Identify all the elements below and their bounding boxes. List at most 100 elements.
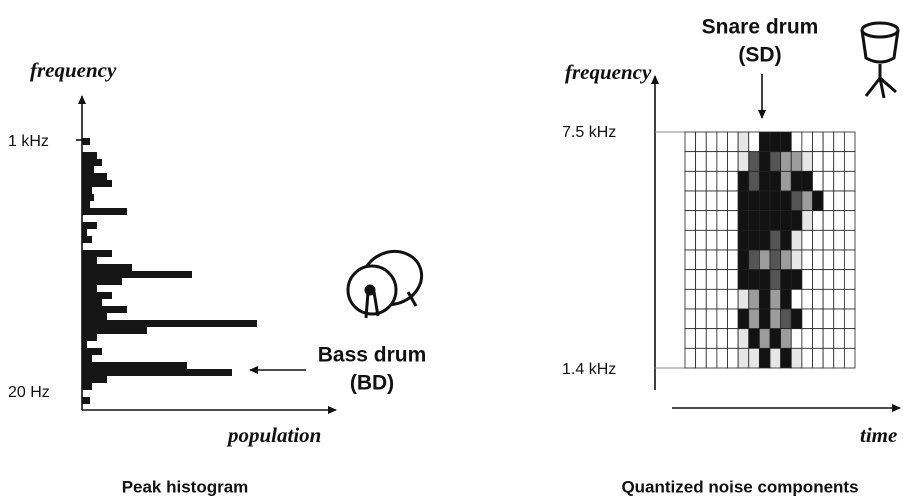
cell: [834, 348, 845, 368]
cell: [781, 230, 792, 250]
cell: [823, 171, 834, 191]
cell: [696, 171, 707, 191]
cell: [728, 309, 739, 329]
cell: [781, 329, 792, 349]
bar: [82, 271, 192, 278]
cell: [759, 348, 770, 368]
annotation: (SD): [738, 44, 781, 67]
cell: [791, 171, 802, 191]
bar: [82, 187, 92, 194]
cell: [813, 309, 824, 329]
cell: [802, 270, 813, 290]
cell: [706, 289, 717, 309]
cell: [813, 191, 824, 211]
cell: [781, 309, 792, 329]
bar: [82, 285, 97, 292]
bar: [82, 348, 102, 355]
cell: [823, 152, 834, 172]
cell: [770, 348, 781, 368]
cell: [749, 191, 760, 211]
cell: [706, 348, 717, 368]
cell: [844, 270, 855, 290]
bar: [82, 334, 97, 341]
tick-label: 1 kHz: [8, 133, 49, 150]
cell: [770, 329, 781, 349]
cell: [834, 211, 845, 231]
cell: [706, 270, 717, 290]
cell: [749, 329, 760, 349]
cell: [813, 171, 824, 191]
cell: [738, 270, 749, 290]
cell: [738, 171, 749, 191]
annotation: (BD): [350, 372, 394, 395]
cell: [844, 211, 855, 231]
x-label: time: [860, 423, 897, 447]
cell: [738, 309, 749, 329]
cell: [685, 329, 696, 349]
cell: [844, 171, 855, 191]
tick-label: 1.4 kHz: [562, 361, 616, 378]
cell: [759, 270, 770, 290]
bar: [82, 313, 107, 320]
cell: [759, 211, 770, 231]
cell: [802, 309, 813, 329]
cell: [770, 132, 781, 152]
cell: [791, 250, 802, 270]
cell: [834, 289, 845, 309]
cell: [781, 289, 792, 309]
bar: [82, 376, 107, 383]
cell: [717, 211, 728, 231]
cell: [770, 152, 781, 172]
cell: [728, 329, 739, 349]
cell: [717, 329, 728, 349]
cell: [770, 250, 781, 270]
cell: [759, 309, 770, 329]
bar: [82, 208, 127, 215]
tick-label: 7.5 kHz: [562, 124, 616, 141]
cell: [738, 132, 749, 152]
caption: Peak histogram: [122, 477, 249, 496]
bar: [82, 194, 94, 201]
bar: [82, 278, 122, 285]
cell: [823, 348, 834, 368]
cell: [834, 309, 845, 329]
tick-label: 20 Hz: [8, 384, 50, 401]
cell: [791, 309, 802, 329]
cell: [728, 230, 739, 250]
cell: [759, 289, 770, 309]
bar: [82, 306, 127, 313]
annotation: Bass drum: [318, 344, 427, 367]
histogram: [82, 138, 257, 404]
x-label: population: [226, 423, 321, 447]
bar: [82, 166, 94, 173]
cell: [770, 230, 781, 250]
cell: [834, 329, 845, 349]
cell: [696, 329, 707, 349]
cell: [834, 152, 845, 172]
cell: [834, 270, 845, 290]
cell: [738, 329, 749, 349]
cell: [685, 230, 696, 250]
cell: [813, 132, 824, 152]
bar: [82, 341, 87, 348]
cell: [823, 250, 834, 270]
cell: [781, 132, 792, 152]
cell: [738, 250, 749, 270]
cell: [781, 171, 792, 191]
cell: [685, 348, 696, 368]
cell: [781, 211, 792, 231]
cell: [844, 289, 855, 309]
cell: [738, 211, 749, 231]
cell: [823, 270, 834, 290]
bar: [82, 201, 90, 208]
bar: [82, 362, 187, 369]
cell: [685, 191, 696, 211]
cell: [813, 152, 824, 172]
cell: [717, 250, 728, 270]
bar: [82, 292, 112, 299]
cell: [685, 289, 696, 309]
y-label: frequency: [30, 58, 117, 82]
cell: [813, 348, 824, 368]
bar: [82, 327, 147, 334]
cell: [696, 348, 707, 368]
